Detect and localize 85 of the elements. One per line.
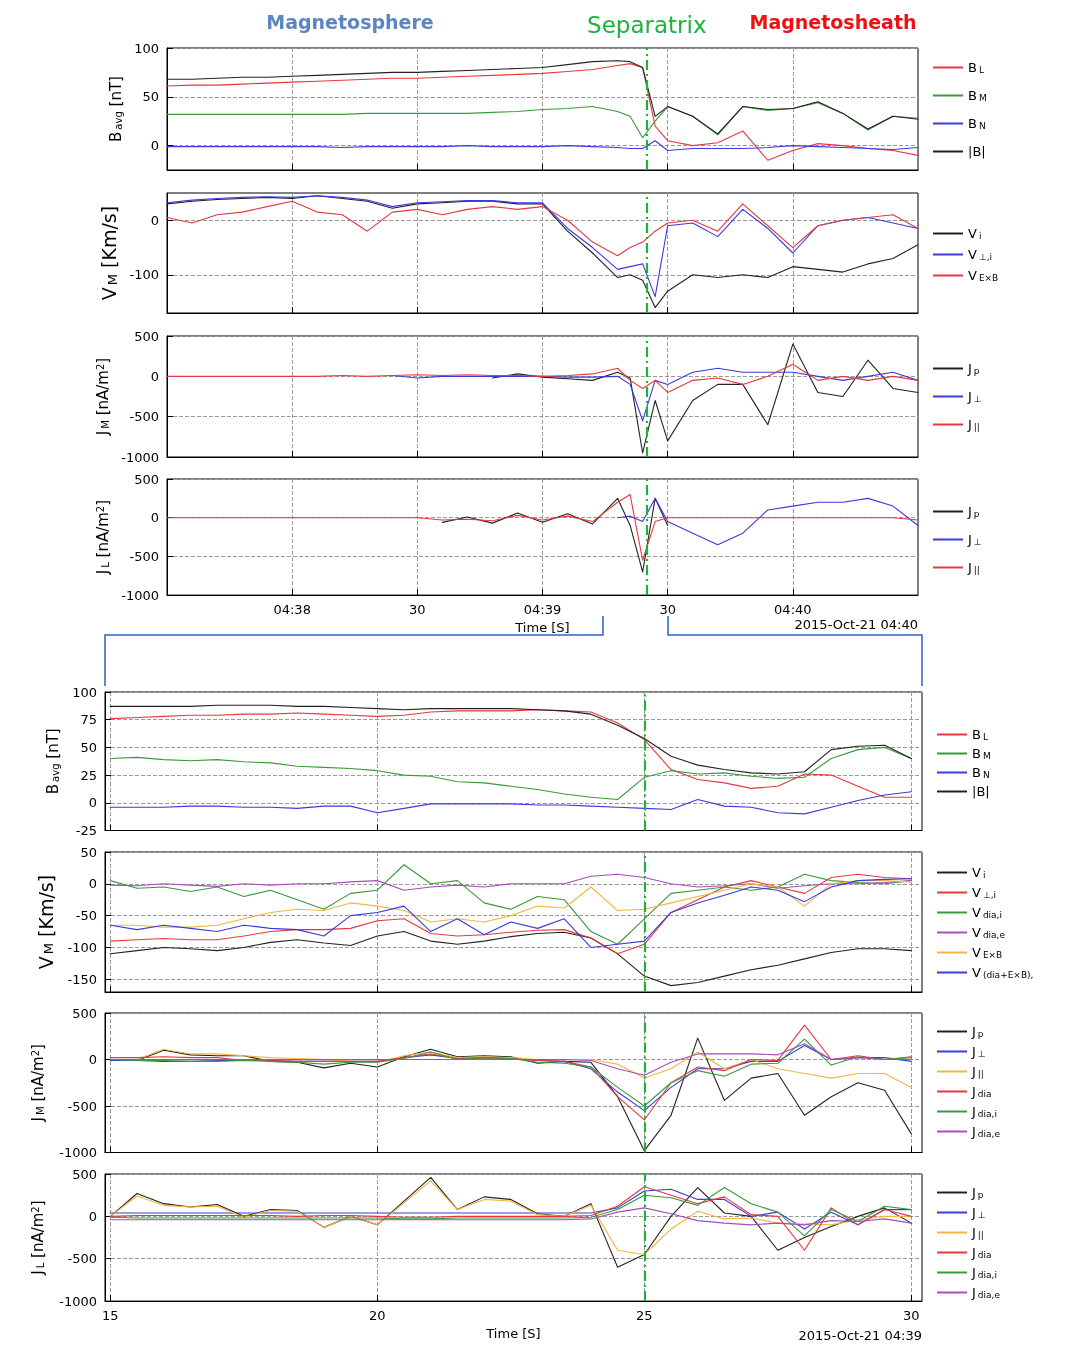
legend-label: Jdia,i [971,1104,997,1119]
legend-label: J|| [967,560,980,575]
legend-label: V⊥,i [972,885,997,900]
y-tick-label: 25 [80,767,97,783]
legend-label: Vi [968,226,982,241]
text: 2015-Oct-21 04:40 [794,616,918,632]
y-axis-title: JM [nA/m2] [93,357,112,437]
y-tick-label: -100 [129,267,159,283]
y-axis-title: JL [nA/m2] [28,1200,47,1276]
y-tick-label: 75 [80,712,97,728]
legend-label: Vdia,i [972,905,1002,920]
y-axis-title: VM [Km/s] [98,205,121,301]
legend-label: Jp [967,504,980,519]
y-tick-label: -500 [67,1251,97,1267]
x-tick-label: 20 [369,1308,386,1324]
y-tick-label: -100 [67,939,97,955]
x-axis-title: Time [S] [485,1326,541,1341]
y-tick-label: 0 [150,368,159,384]
text: 2015-Oct-21 04:39 [798,1327,922,1343]
y-axis-title: Bavg [nT] [43,728,62,795]
y-tick-label: 0 [150,510,159,526]
text: Magnetosphere [266,11,434,33]
y-tick-label: 500 [72,1166,97,1182]
y-tick-label: 500 [134,328,159,344]
legend-label: V(dia+E×B), [972,965,1034,980]
legend-label: VE×B [972,945,1003,960]
legend-label: Vi [972,865,986,880]
y-tick-label: -500 [67,1098,97,1114]
y-tick-label: 0 [150,212,159,228]
legend-label: Jdia,e [971,1124,1001,1139]
y-tick-label: -1000 [121,587,159,603]
legend-label: |B| [968,144,986,159]
y-tick-label: -1000 [59,1145,97,1160]
legend-label: Jdia,e [971,1285,1001,1300]
y-tick-label: 500 [134,471,159,487]
x-tick-label: 30 [903,1308,920,1324]
y-tick-label: 0 [88,876,97,892]
legend-label: Jdia [971,1084,992,1099]
text: Magnetosheath [749,11,917,33]
y-tick-label: -1000 [121,449,159,465]
legend-label: Jdia [971,1245,992,1260]
legend-label: J⊥ [967,389,982,404]
legend-label: Jp [967,361,980,376]
ref-line-label: Separatrix [587,11,707,38]
y-tick-label: -50 [75,908,97,924]
y-axis-title: JL [nA/m2] [93,499,112,576]
y-tick-label: -150 [67,971,97,987]
legend-label: J⊥ [967,532,982,547]
y-tick-label: 100 [134,40,159,56]
y-tick-label: 0 [88,795,97,811]
x-axis-title: Time [S] [514,620,570,635]
x-tick-label: 30 [409,602,426,618]
y-tick-label: 0 [88,1052,97,1067]
x-tick-label: 04:40 [774,602,812,618]
legend-label: Jp [971,1185,984,1200]
y-axis-title: JM [nA/m2] [28,1044,47,1123]
legend-label: J|| [971,1225,984,1240]
y-tick-label: 50 [80,739,97,755]
y-tick-label: -1000 [59,1293,97,1309]
legend-label: J|| [971,1064,984,1079]
y-tick-label: 500 [72,1005,97,1021]
legend-label: V⊥,i [968,247,993,262]
y-tick-label: 0 [88,1208,97,1224]
y-tick-label: -500 [129,548,159,564]
legend-label: |B| [972,784,990,799]
legend-label: J⊥ [971,1044,986,1059]
y-tick-label: -25 [75,823,97,838]
y-axis-title: Bavg [nT] [106,76,125,142]
x-tick-label: 30 [659,602,676,618]
x-tick-label: 04:39 [523,602,562,618]
legend-label: Jdia,i [971,1265,997,1280]
x-tick-label: 25 [636,1308,653,1324]
y-tick-label: 0 [150,138,159,154]
y-tick-label: 50 [80,844,97,860]
legend-label: J|| [967,417,980,432]
legend-label: J⊥ [971,1205,986,1220]
y-axis-title: VM [Km/s] [34,874,57,970]
x-tick-label: 15 [102,1308,119,1324]
legend-label: VE×B [968,268,999,283]
legend-label: Vdia,e [972,925,1006,940]
x-tick-label: 04:38 [273,602,311,618]
y-tick-label: 50 [142,89,159,105]
y-tick-label: -500 [129,409,159,425]
y-tick-label: 100 [72,684,97,700]
legend-label: Jp [971,1024,984,1039]
